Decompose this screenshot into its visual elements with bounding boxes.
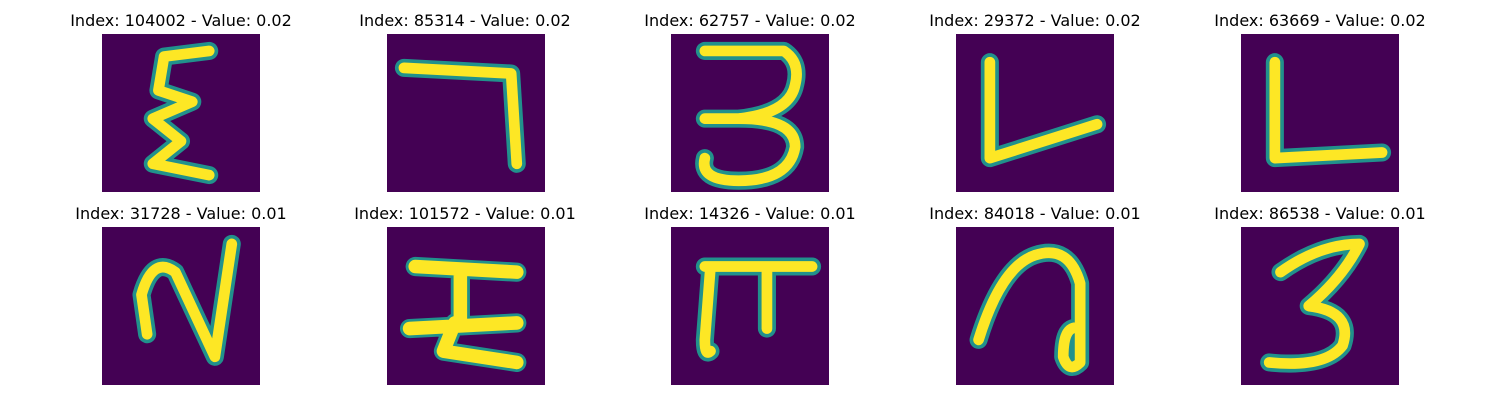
- panel-title: Index: 85314 - Value: 0.02: [359, 11, 571, 30]
- panel-title: Index: 84018 - Value: 0.01: [929, 204, 1141, 223]
- digit-image: [102, 34, 260, 192]
- digit-image: [671, 34, 829, 192]
- digit-image: [387, 227, 545, 385]
- panel-title: Index: 29372 - Value: 0.02: [929, 11, 1141, 30]
- panel-title: Index: 31728 - Value: 0.01: [75, 204, 287, 223]
- digit-image: [1241, 227, 1399, 385]
- digit-image: [1241, 34, 1399, 192]
- digit-image: [102, 227, 260, 385]
- panel-title: Index: 14326 - Value: 0.01: [644, 204, 856, 223]
- digit-image: [387, 34, 545, 192]
- panel-title: Index: 104002 - Value: 0.02: [70, 11, 292, 30]
- panel-title: Index: 62757 - Value: 0.02: [644, 11, 856, 30]
- digit-image: [956, 227, 1114, 385]
- panel-title: Index: 63669 - Value: 0.02: [1214, 11, 1426, 30]
- panel-title: Index: 101572 - Value: 0.01: [354, 204, 576, 223]
- panel-title: Index: 86538 - Value: 0.01: [1214, 204, 1426, 223]
- digit-image: [671, 227, 829, 385]
- digit-image: [956, 34, 1114, 192]
